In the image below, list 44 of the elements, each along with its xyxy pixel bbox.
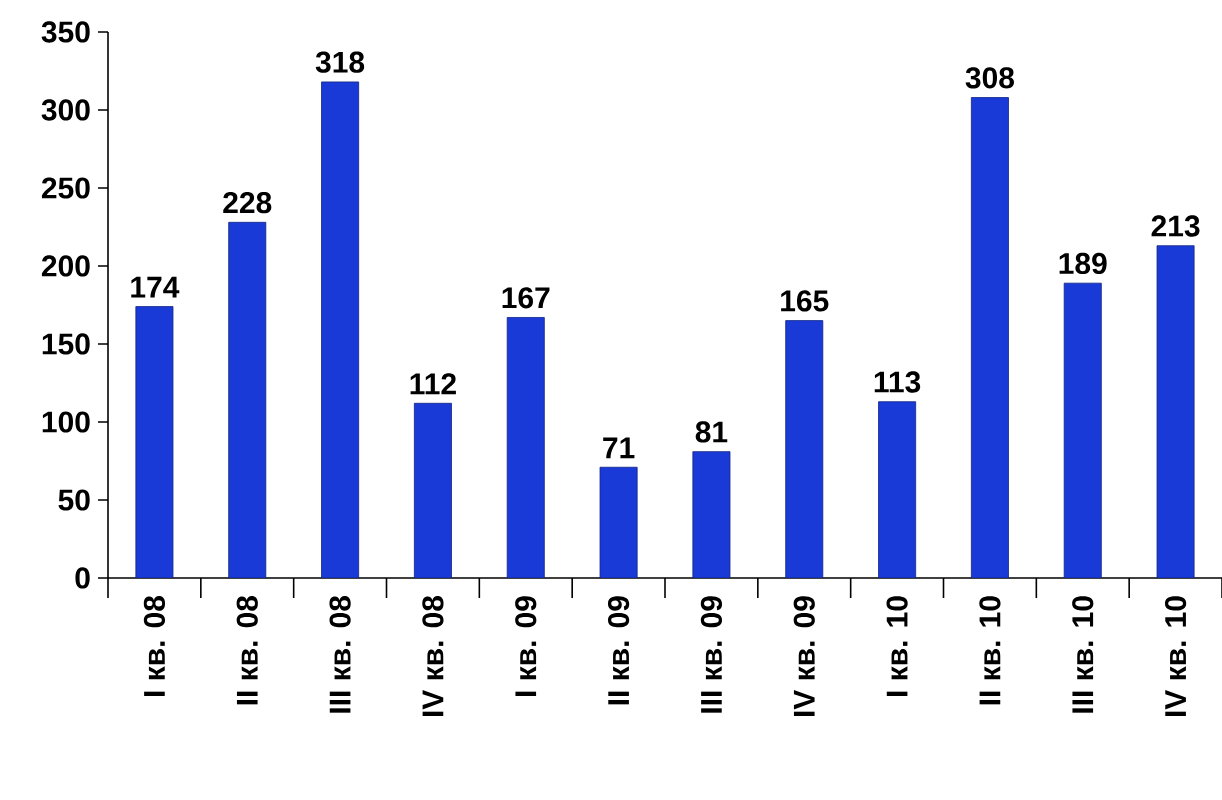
bar (228, 221, 267, 578)
x-tick-label: II кв. 09 (607, 596, 630, 705)
y-tick-label: 250 (41, 177, 90, 199)
bar (1156, 245, 1195, 578)
bar (878, 401, 917, 578)
x-tick-label: IV кв. 08 (422, 596, 444, 717)
x-tick-label: II кв. 08 (236, 596, 258, 705)
x-tick-label: I кв. 08 (143, 596, 166, 696)
data-label: 318 (315, 51, 365, 73)
x-tick-label: I кв. 09 (515, 596, 537, 696)
bar (506, 317, 545, 578)
data-label: 308 (965, 67, 1014, 89)
data-label: 213 (1151, 215, 1200, 237)
x-tick-label: III кв. 09 (700, 596, 723, 713)
bar (599, 466, 638, 578)
bar (785, 320, 824, 578)
bar (970, 97, 1009, 578)
bar (413, 402, 452, 578)
x-tick-label: III кв. 10 (1072, 596, 1094, 713)
data-label: 189 (1059, 252, 1107, 275)
x-tick-label: IV кв. 10 (1164, 596, 1187, 717)
data-label: 174 (131, 276, 180, 298)
x-tick-label: IV кв. 09 (793, 596, 815, 717)
y-tick-label: 100 (42, 411, 90, 433)
y-tick-label: 300 (41, 99, 90, 121)
y-tick-label: 150 (42, 333, 90, 355)
data-label: 113 (874, 371, 921, 393)
bar (321, 81, 360, 578)
x-tick-label: III кв. 08 (329, 596, 351, 713)
x-tick-label: I кв. 10 (886, 596, 908, 696)
data-label: 165 (781, 290, 829, 312)
data-label: 112 (410, 373, 456, 395)
y-tick-label: 350 (41, 21, 90, 43)
x-tick-label: II кв. 10 (979, 596, 1001, 705)
y-tick-label: 0 (75, 567, 90, 589)
data-label: 81 (695, 421, 728, 443)
data-label: 167 (502, 287, 550, 309)
y-tick-label: 200 (41, 255, 90, 277)
data-label: 71 (603, 437, 635, 459)
y-tick-label: 50 (58, 489, 90, 511)
bar (135, 306, 174, 578)
bar (692, 451, 731, 578)
bar (1063, 282, 1102, 578)
data-label: 228 (223, 192, 272, 214)
